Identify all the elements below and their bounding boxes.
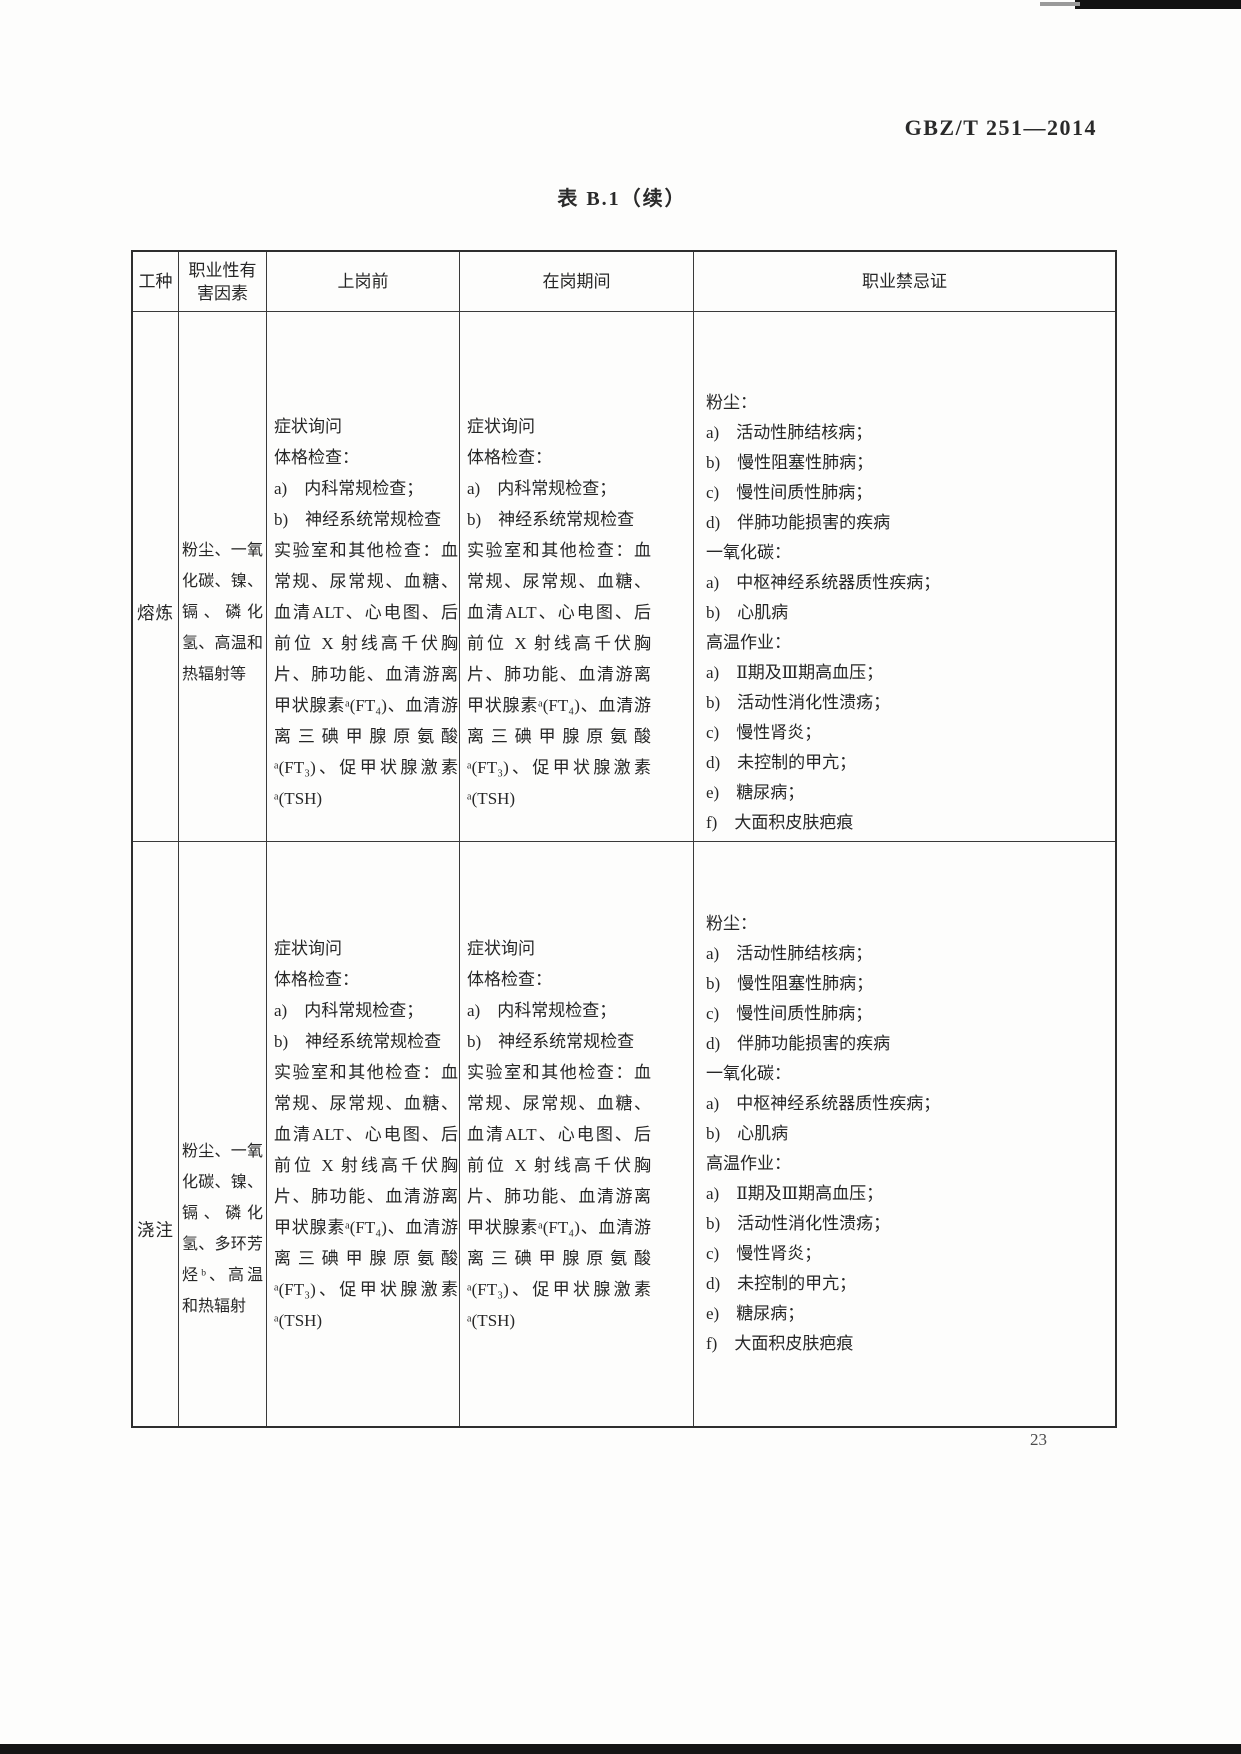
row-casting-job-cell: 浇注	[133, 842, 179, 1426]
header-pre-employment: 上岗前	[267, 252, 460, 312]
text-line: 症状询问	[467, 417, 535, 436]
header-during-employment: 在岗期间	[460, 252, 694, 312]
pre-employment-text: 症状询问体格检查： a) 内科常规检查； b) 神经系统常规检查实验室和其他检查：血…	[274, 933, 458, 1336]
text-line: 实验室和其他检查：血常规、尿常规、血糖、血清ALT、心电图、后前位 X 射线高千…	[274, 1062, 458, 1330]
text-line: b) 神经系统常规检查	[467, 1031, 635, 1051]
during-employment-text: 症状询问体格检查： a) 内科常规检查； b) 神经系统常规检查实验室和其他检查：血…	[467, 411, 651, 814]
page-number: 23	[1030, 1430, 1047, 1449]
row-smelting-contraindications-cell: 粉尘： a) 活动性肺结核病； b) 慢性阻塞性肺病； c) 慢性间质性肺病； d) 伴…	[694, 312, 1115, 842]
text-line: a) 内科常规检查；	[274, 479, 424, 498]
text-line: 症状询问	[467, 938, 535, 958]
text-line: 实验室和其他检查：血常规、尿常规、血糖、血清ALT、心电图、后前位 X 射线高千…	[467, 541, 651, 808]
text-line: b) 慢性阻塞性肺病；	[706, 974, 874, 993]
text-line: c) 慢性肾炎；	[706, 1244, 822, 1263]
contraindications-text: 粉尘： a) 活动性肺结核病； b) 慢性阻塞性肺病； c) 慢性间质性肺病； d) 伴…	[706, 388, 1105, 838]
text-line: a) 内科常规检查；	[467, 1000, 617, 1020]
text-line: d) 伴肺功能损害的疾病	[706, 1034, 891, 1053]
text-line: c) 慢性间质性肺病；	[706, 1004, 873, 1023]
row-casting-during-employment-cell: 症状询问体格检查： a) 内科常规检查； b) 神经系统常规检查实验室和其他检查：血…	[460, 842, 694, 1426]
text-line: a) 活动性肺结核病；	[706, 944, 873, 963]
text-line: 症状询问	[274, 938, 342, 958]
row-casting-contraindications-cell: 粉尘： a) 活动性肺结核病； b) 慢性阻塞性肺病； c) 慢性间质性肺病； d) 伴…	[694, 842, 1115, 1426]
text-line: b) 心肌病	[706, 602, 789, 622]
text-line: a) 活动性肺结核病；	[706, 422, 873, 442]
text-line: 体格检查：	[274, 969, 359, 989]
text-line: 一氧化碳：	[706, 542, 791, 562]
text-line: d) 伴肺功能损害的疾病	[706, 512, 891, 532]
text-line: d) 未控制的甲亢；	[706, 1274, 857, 1293]
text-line: b) 心肌病	[706, 1124, 789, 1143]
text-line: b) 活动性消化性溃疡；	[706, 1214, 891, 1233]
text-line: 实验室和其他检查：血常规、尿常规、血糖、血清ALT、心电图、后前位 X 射线高千…	[467, 1062, 651, 1330]
text-line: a) Ⅱ期及Ⅲ期高血压；	[706, 662, 884, 682]
text-line: 高温作业：	[706, 632, 791, 652]
text-line: e) 糖尿病；	[706, 782, 805, 802]
row-casting-hazard-cell: 粉尘、一氧化碳、镍、镉、磷化氢、多环芳烃ᵇ、高温和热辐射	[179, 842, 267, 1426]
row-casting-pre-employment-cell: 症状询问体格检查： a) 内科常规检查； b) 神经系统常规检查实验室和其他检查：血…	[267, 842, 460, 1426]
scan-artifact-top	[1075, 0, 1241, 9]
standard-code: GBZ/T 251—2014	[904, 115, 1097, 140]
table-title: 表 B.1（续）	[557, 188, 687, 210]
hazard-text: 粉尘、一氧化碳、镍、镉、磷化氢、多环芳烃ᵇ、高温和热辐射	[182, 1143, 263, 1315]
header-hazard: 职业性有害因素	[179, 252, 267, 312]
text-line: e) 糖尿病；	[706, 1304, 805, 1323]
header-contraindications: 职业禁忌证	[694, 252, 1115, 312]
text-line: 粉尘：	[706, 914, 757, 933]
text-line: c) 慢性肾炎；	[706, 722, 822, 742]
text-line: b) 活动性消化性溃疡；	[706, 692, 891, 712]
text-line: a) 中枢神经系统器质性疾病；	[706, 572, 941, 592]
hazard-text: 粉尘、一氧化碳、镍、镉、磷化氢、高温和热辐射等	[182, 542, 263, 683]
text-line: 粉尘：	[706, 392, 757, 412]
text-line: a) 中枢神经系统器质性疾病；	[706, 1094, 941, 1113]
pre-employment-text: 症状询问体格检查： a) 内科常规检查； b) 神经系统常规检查实验室和其他检查：血…	[274, 411, 458, 814]
during-employment-text: 症状询问体格检查： a) 内科常规检查； b) 神经系统常规检查实验室和其他检查：血…	[467, 933, 651, 1336]
job-label: 浇注	[137, 1219, 174, 1240]
header-job: 工种	[133, 252, 179, 312]
scan-artifact-bottom	[0, 1744, 1241, 1754]
scan-artifact-top-smudge	[1040, 2, 1080, 6]
text-line: 体格检查：	[467, 969, 552, 989]
text-line: f) 大面积皮肤疤痕	[706, 812, 854, 832]
row-smelting-during-employment-cell: 症状询问体格检查： a) 内科常规检查； b) 神经系统常规检查实验室和其他检查：血…	[460, 312, 694, 842]
text-line: b) 神经系统常规检查	[467, 510, 635, 529]
contraindications-text: 粉尘： a) 活动性肺结核病； b) 慢性阻塞性肺病； c) 慢性间质性肺病； d) 伴…	[706, 909, 1105, 1359]
text-line: a) 内科常规检查；	[467, 479, 617, 498]
text-line: a) Ⅱ期及Ⅲ期高血压；	[706, 1184, 884, 1203]
table-b1-continued: 工种 职业性有害因素 上岗前 在岗期间 职业禁忌证 熔炼 粉尘、一氧化碳、镍、镉…	[131, 250, 1117, 1428]
text-line: b) 神经系统常规检查	[274, 1031, 442, 1051]
text-line: a) 内科常规检查；	[274, 1000, 424, 1020]
text-line: b) 慢性阻塞性肺病；	[706, 452, 874, 472]
text-line: f) 大面积皮肤疤痕	[706, 1334, 854, 1353]
job-label: 熔炼	[137, 603, 174, 623]
row-smelting-hazard-cell: 粉尘、一氧化碳、镍、镉、磷化氢、高温和热辐射等	[179, 312, 267, 842]
text-line: d) 未控制的甲亢；	[706, 752, 857, 772]
text-line: 高温作业：	[706, 1154, 791, 1173]
text-line: 实验室和其他检查：血常规、尿常规、血糖、血清ALT、心电图、后前位 X 射线高千…	[274, 541, 458, 808]
row-smelting-pre-employment-cell: 症状询问体格检查： a) 内科常规检查； b) 神经系统常规检查实验室和其他检查：血…	[267, 312, 460, 842]
text-line: 症状询问	[274, 417, 342, 436]
text-line: c) 慢性间质性肺病；	[706, 482, 873, 502]
text-line: 体格检查：	[467, 448, 552, 467]
text-line: 一氧化碳：	[706, 1064, 791, 1083]
row-smelting-job-cell: 熔炼	[133, 312, 179, 842]
text-line: 体格检查：	[274, 448, 359, 467]
text-line: b) 神经系统常规检查	[274, 510, 442, 529]
